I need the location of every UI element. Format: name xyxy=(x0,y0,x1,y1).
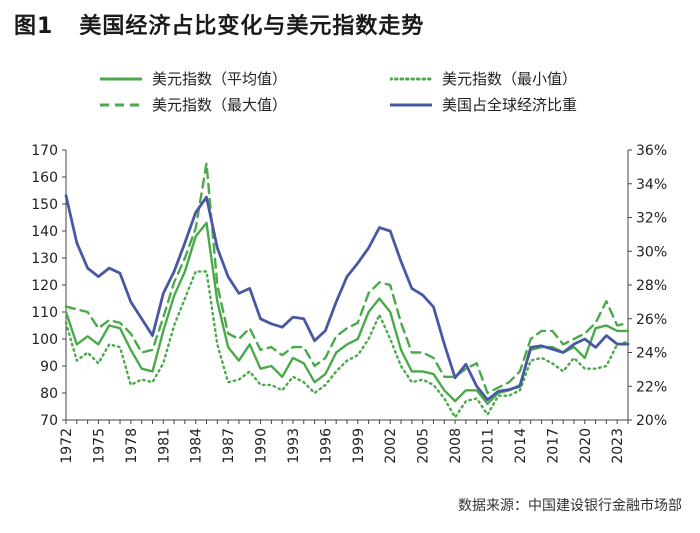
data-source-note: 数据来源：中国建设银行金融市场部 xyxy=(458,498,682,514)
series-line-avg xyxy=(64,221,630,405)
left-y-tick-label: 160 xyxy=(31,170,58,186)
x-tick-label: 1990 xyxy=(254,428,270,464)
legend-label-min: 美元指数（最小值） xyxy=(442,70,578,88)
right-y-tick-label: 22% xyxy=(636,379,667,395)
figure-title-text: 美国经济占比变化与美元指数走势 xyxy=(79,14,425,39)
right-y-tick-label: 26% xyxy=(636,312,667,328)
x-tick-label: 2002 xyxy=(383,428,399,464)
x-tick-label: 1978 xyxy=(124,428,140,464)
x-tick-label: 2014 xyxy=(513,428,529,464)
legend-label-avg: 美元指数（平均值） xyxy=(152,70,288,88)
x-tick-label: 1996 xyxy=(318,428,334,464)
series-line-min xyxy=(64,270,630,419)
right-y-tick-label: 28% xyxy=(636,278,667,294)
x-tick-label: 1975 xyxy=(91,428,107,464)
figure-number: 图1 xyxy=(14,14,54,39)
legend-item-min: 美元指数（最小值） xyxy=(390,68,577,89)
x-tick-label: 2023 xyxy=(610,428,626,464)
left-y-tick-label: 150 xyxy=(31,197,58,213)
x-tick-label: 1972 xyxy=(59,428,75,464)
left-y-tick-label: 70 xyxy=(40,413,58,429)
figure-title: 图1 美国经济占比变化与美元指数走势 xyxy=(14,8,424,40)
left-y-tick-label: 90 xyxy=(40,359,58,375)
legend-item-share: 美国占全球经济比重 xyxy=(390,94,577,115)
left-y-tick-label: 100 xyxy=(31,332,58,348)
x-tick-label: 2005 xyxy=(416,428,432,464)
right-y-tick-label: 30% xyxy=(636,244,667,260)
legend-label-share: 美国占全球经济比重 xyxy=(442,96,578,114)
x-tick-label: 1993 xyxy=(286,428,302,464)
x-tick-label: 1999 xyxy=(351,428,367,464)
x-tick-label: 1981 xyxy=(156,428,172,464)
series-line-share xyxy=(64,194,630,402)
legend-item-max: 美元指数（最大值） xyxy=(100,94,287,115)
right-y-tick-label: 24% xyxy=(636,346,667,362)
right-y-tick-label: 34% xyxy=(636,177,667,193)
x-tick-label: 2017 xyxy=(545,428,561,464)
x-tick-label: 2011 xyxy=(481,428,497,464)
left-y-tick-label: 110 xyxy=(31,305,58,321)
right-y-tick-label: 20% xyxy=(636,413,667,429)
right-y-tick-label: 32% xyxy=(636,211,667,227)
left-y-tick-label: 80 xyxy=(40,386,58,402)
left-y-tick-label: 170 xyxy=(31,143,58,159)
legend-label-max: 美元指数（最大值） xyxy=(152,96,288,114)
x-tick-label: 2008 xyxy=(448,428,464,464)
x-tick-label: 1984 xyxy=(189,428,205,464)
series-line-max xyxy=(64,162,630,395)
x-tick-label: 2020 xyxy=(578,428,594,464)
left-y-tick-label: 140 xyxy=(31,224,58,240)
legend-item-avg: 美元指数（平均值） xyxy=(100,68,287,89)
left-y-tick-label: 120 xyxy=(31,278,58,294)
x-tick-label: 1987 xyxy=(221,428,237,464)
left-y-tick-label: 130 xyxy=(31,251,58,267)
right-y-tick-label: 36% xyxy=(636,143,667,159)
